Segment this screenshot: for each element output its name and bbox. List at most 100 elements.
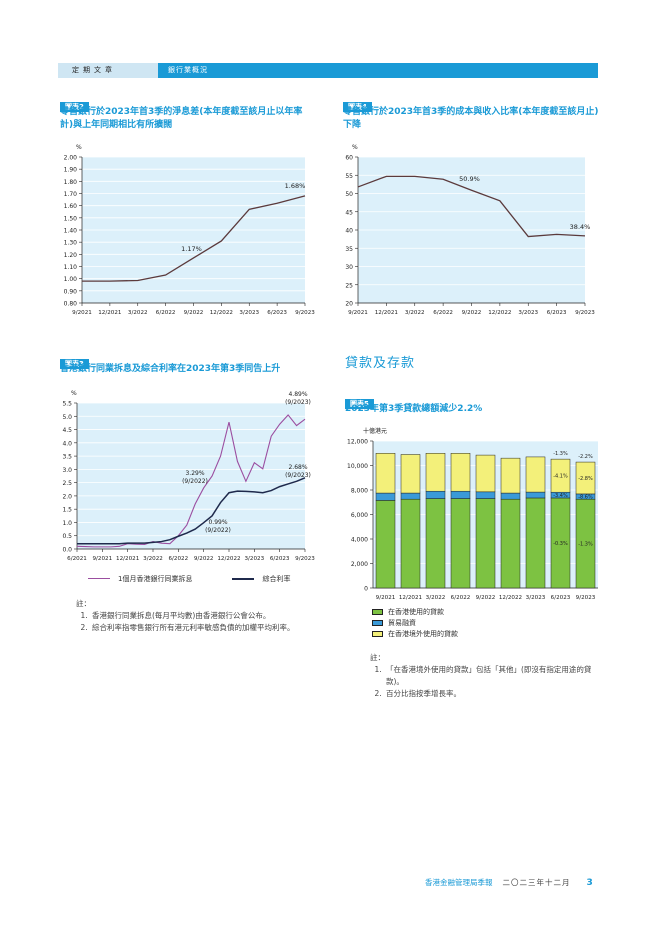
y-tick-label: 0.0	[62, 547, 72, 554]
y-tick-label: 2.5	[62, 480, 72, 487]
x-tick-label: 6/2023	[551, 595, 571, 601]
legend-label: 貿易融資	[388, 618, 416, 627]
note-item: 百分比指按季增長率。	[384, 688, 600, 700]
chart4-plot: 20 25 30 35 40 45 50 55 60% 9/2021 12/2021 3/2022 6/…	[345, 144, 595, 316]
legend-label: 在香港使用的貸款	[388, 607, 444, 616]
data-label: -3.4%	[553, 493, 568, 499]
y-tick-label: 1.80	[64, 179, 78, 186]
legend-item-trade: 貿易融資	[372, 617, 458, 628]
badge-label: 圖表4	[343, 102, 372, 112]
data-label: -8.6%	[578, 495, 593, 501]
x-tick-label: 9/2022	[184, 310, 204, 316]
notes-heading: 註：	[76, 599, 91, 608]
y-tick-label: 6,000	[351, 512, 368, 519]
bar-segment	[500, 492, 521, 500]
bar-segment	[375, 492, 396, 501]
legend-line-icon	[88, 578, 110, 579]
data-label: 38.4%	[570, 223, 591, 231]
y-tick-label: 1.90	[64, 167, 78, 174]
x-tick-label: 6/2022	[168, 556, 188, 562]
y-tick-label: 2.0	[62, 493, 72, 500]
bar-segment	[425, 453, 446, 492]
x-tick-label: 3/2023	[244, 556, 264, 562]
section-heading: 貸款及存款	[345, 356, 416, 371]
legend-swatch-icon	[372, 608, 383, 615]
data-label-date: (9/2023)	[285, 399, 311, 406]
data-label: 50.9%	[459, 175, 480, 183]
legend-label: 在香港境外使用的貸款	[388, 629, 458, 638]
bar-segment	[450, 453, 471, 492]
data-label-date: (9/2022)	[205, 527, 231, 534]
x-tick-label: 9/2022	[194, 556, 214, 562]
data-label-date: (9/2022)	[182, 478, 208, 485]
page-number: 3	[586, 878, 593, 888]
bar-segment	[475, 454, 496, 493]
chart5-badge: 圖表5	[345, 391, 374, 410]
x-tick-label: 9/2023	[295, 310, 315, 316]
chart4-badge: 圖表4	[343, 94, 372, 113]
legend-label: 1個月香港銀行同業拆息	[118, 574, 193, 583]
data-label: 2.68%	[288, 464, 307, 471]
chart3-plot: 0.0 0.5 1.0 1.5 2.0 2.5 3.0 3.5 4.0 4.5 5.0 5.5% 6/2…	[62, 390, 315, 562]
y-tick-label: 0.90	[64, 288, 78, 295]
note-item: 「在香港境外使用的貸款」包括「其他」(即沒有指定用途的貸款)。	[384, 664, 600, 688]
bar-segment	[375, 453, 396, 494]
legend-label: 綜合利率	[262, 574, 291, 583]
y-tick-label: 2.00	[64, 155, 78, 162]
y-tick-label: 1.0	[62, 520, 72, 527]
data-label: -2.2%	[578, 454, 593, 460]
bar-segment	[525, 491, 546, 499]
x-tick-label: 3/2023	[526, 595, 546, 601]
x-tick-label: 12/2022	[210, 310, 233, 316]
badge-label: 圖表3	[60, 359, 89, 369]
legend-line-icon	[232, 577, 255, 580]
x-tick-label: 9/2022	[476, 595, 496, 601]
data-label: 1.17%	[181, 245, 202, 253]
x-tick-label: 6/2023	[270, 556, 290, 562]
y-tick-label: 4.0	[62, 440, 72, 447]
chart3-badge: 圖表3	[60, 351, 89, 370]
legend-swatch-icon	[372, 619, 383, 626]
chart2-badge: 圖表2	[60, 94, 89, 113]
bar-segment	[475, 491, 496, 499]
footer-date: 二〇二三年十二月	[502, 878, 571, 887]
bar-segment	[450, 490, 471, 499]
bar-segment	[475, 498, 496, 589]
y-tick-label: 1.20	[64, 252, 78, 259]
data-label: -1.3%	[578, 542, 593, 548]
bar-segment	[400, 454, 421, 494]
y-tick-label: 8,000	[351, 488, 368, 495]
x-tick-label: 6/2022	[451, 595, 471, 601]
data-label-date: (9/2023)	[285, 472, 311, 479]
badge-label: 圖表5	[345, 399, 374, 409]
composite-rate-line	[77, 477, 306, 545]
data-label: 1.68%	[285, 182, 306, 190]
bar-segment	[525, 497, 546, 589]
y-tick-label: 12,000	[347, 439, 368, 446]
y-tick-label: 45	[345, 209, 353, 216]
y-axis-unit: %	[71, 390, 77, 397]
x-tick-label: 3/2022	[128, 310, 148, 316]
y-tick-label: 5.0	[62, 414, 72, 421]
data-label: -4.1%	[553, 474, 568, 480]
bar-segment	[425, 490, 446, 499]
legend-item-domestic: 在香港使用的貸款	[372, 606, 458, 617]
y-tick-label: 0.5	[62, 533, 72, 540]
x-tick-label: 9/2023	[575, 310, 595, 316]
bar-segment	[500, 457, 521, 494]
y-tick-label: 60	[345, 155, 353, 162]
y-axis-unit: %	[76, 144, 82, 151]
x-tick-label: 12/2021	[116, 556, 140, 562]
x-tick-label: 6/2023	[547, 310, 567, 316]
chart2-plot: 0.80 0.90 1.00 1.10 1.20 1.30 1.40 1.50 1.60 1.70…	[64, 144, 316, 316]
y-tick-label: 4,000	[351, 537, 368, 544]
header-section-label: 定期文章	[58, 63, 158, 78]
y-tick-label: 25	[345, 282, 353, 289]
bar-segment	[500, 498, 521, 589]
bar-segment	[525, 456, 546, 493]
y-tick-label: 1.00	[64, 276, 78, 283]
x-tick-label: 12/2022	[499, 595, 522, 601]
x-tick-label: 9/2023	[576, 595, 596, 601]
x-tick-label: 6/2022	[156, 310, 176, 316]
